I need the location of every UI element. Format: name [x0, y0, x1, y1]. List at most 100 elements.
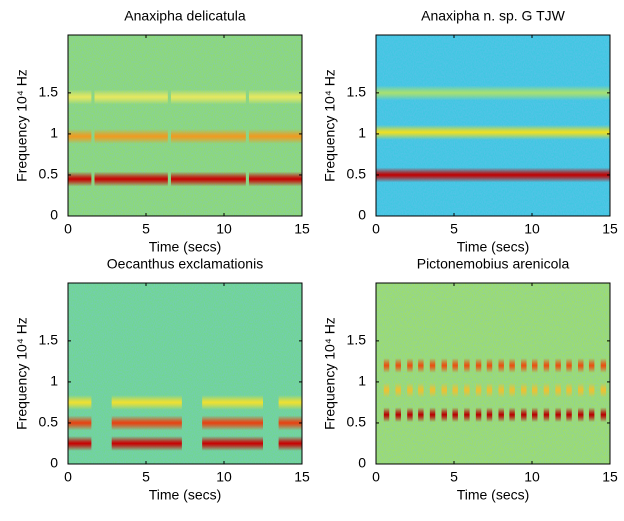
band-segment: [407, 407, 413, 423]
band-segment: [376, 85, 610, 101]
chart-title: Anaxipha n. sp. G TJW: [421, 8, 565, 24]
band-segment: [248, 171, 302, 187]
y-tick-label: 0.5: [347, 166, 367, 182]
band-segment: [429, 382, 436, 398]
x-tick-label: 10: [216, 221, 232, 237]
band-segment: [248, 89, 302, 105]
band-segment: [68, 89, 92, 105]
band-segment: [543, 407, 550, 423]
band-segment: [588, 407, 595, 423]
plot-frame: [375, 282, 611, 465]
y-axis-label: Frequency 10⁴ Hz: [14, 69, 30, 182]
band-segment: [486, 358, 493, 373]
band-segment: [383, 358, 390, 373]
band-segment: [68, 128, 92, 144]
band-segment: [111, 436, 182, 451]
band-segment: [441, 382, 447, 398]
band-segment: [383, 382, 390, 398]
chart-title: Pictonemobius arenicola: [417, 256, 570, 272]
x-tick-label: 0: [64, 221, 72, 237]
y-axis-label: Frequency 10⁴ Hz: [14, 317, 30, 430]
plot-area: [376, 35, 610, 216]
y-tick-label: 1.5: [347, 332, 367, 348]
band-segment: [429, 407, 436, 423]
x-tick-label: 0: [64, 469, 72, 485]
plot-area: [376, 283, 610, 464]
band-segment: [464, 382, 470, 398]
band-segment: [376, 124, 610, 140]
band-segment: [578, 382, 584, 398]
band-segment: [498, 407, 504, 423]
y-tick-label: 0: [50, 207, 58, 223]
band-segment: [532, 358, 538, 373]
band-segment: [486, 407, 493, 423]
band-segment: [498, 382, 504, 398]
band-segment: [543, 382, 550, 398]
plot-noise: [68, 283, 302, 464]
band-segment: [94, 89, 168, 105]
band-segment: [395, 407, 401, 423]
band-segment: [475, 358, 482, 373]
band-segment: [170, 171, 246, 187]
plot-frame: [67, 282, 303, 465]
x-tick-label: 15: [602, 221, 618, 237]
band-segment: [383, 407, 390, 423]
band-segment: [509, 358, 515, 373]
x-tick-label: 10: [524, 221, 540, 237]
x-axis-label: Time (secs): [457, 239, 530, 255]
band-segment: [509, 382, 515, 398]
band-segment: [202, 436, 263, 451]
band-segment: [68, 171, 92, 187]
y-tick-label: 0: [358, 455, 366, 471]
band-segment: [278, 415, 302, 431]
band-segment: [418, 358, 424, 373]
x-axis-label: Time (secs): [149, 239, 222, 255]
band-segment: [555, 382, 561, 398]
band-segment: [578, 407, 584, 423]
band-segment: [111, 395, 182, 410]
band-segment: [278, 395, 302, 410]
x-tick-label: 15: [602, 469, 618, 485]
plot-frame: [375, 34, 611, 217]
y-tick-label: 1: [358, 125, 366, 141]
band-segment: [555, 407, 561, 423]
band-segment: [376, 167, 610, 183]
y-tick-label: 1.5: [39, 84, 59, 100]
band-segment: [202, 415, 263, 431]
y-axis-label: Frequency 10⁴ Hz: [322, 317, 338, 430]
band-segment: [588, 382, 595, 398]
y-tick-label: 0.5: [39, 166, 59, 182]
y-tick-label: 0: [358, 207, 366, 223]
band-segment: [68, 415, 92, 431]
band-segment: [566, 382, 572, 398]
x-tick-label: 15: [294, 221, 310, 237]
y-tick-label: 0.5: [39, 414, 59, 430]
plot-frame: [67, 34, 303, 217]
band-segment: [509, 407, 515, 423]
x-tick-label: 10: [216, 469, 232, 485]
band-segment: [566, 358, 572, 373]
band-segment: [464, 407, 470, 423]
band-segment: [532, 407, 538, 423]
band-segment: [68, 436, 92, 451]
band-segment: [170, 89, 246, 105]
x-tick-label: 5: [142, 221, 150, 237]
band-segment: [555, 358, 561, 373]
band-segment: [407, 358, 413, 373]
chart-title: Anaxipha delicatula: [124, 8, 246, 24]
band-segment: [395, 358, 401, 373]
band-segment: [532, 382, 538, 398]
band-segment: [170, 128, 246, 144]
band-segment: [429, 358, 436, 373]
x-tick-label: 5: [142, 469, 150, 485]
plot-area: [68, 35, 302, 216]
plot-noise: [376, 283, 610, 464]
band-segment: [464, 358, 470, 373]
x-tick-label: 0: [372, 221, 380, 237]
band-segment: [452, 407, 458, 423]
x-tick-label: 5: [450, 469, 458, 485]
band-segment: [475, 382, 482, 398]
band-segment: [486, 382, 493, 398]
y-tick-label: 1.5: [347, 84, 367, 100]
